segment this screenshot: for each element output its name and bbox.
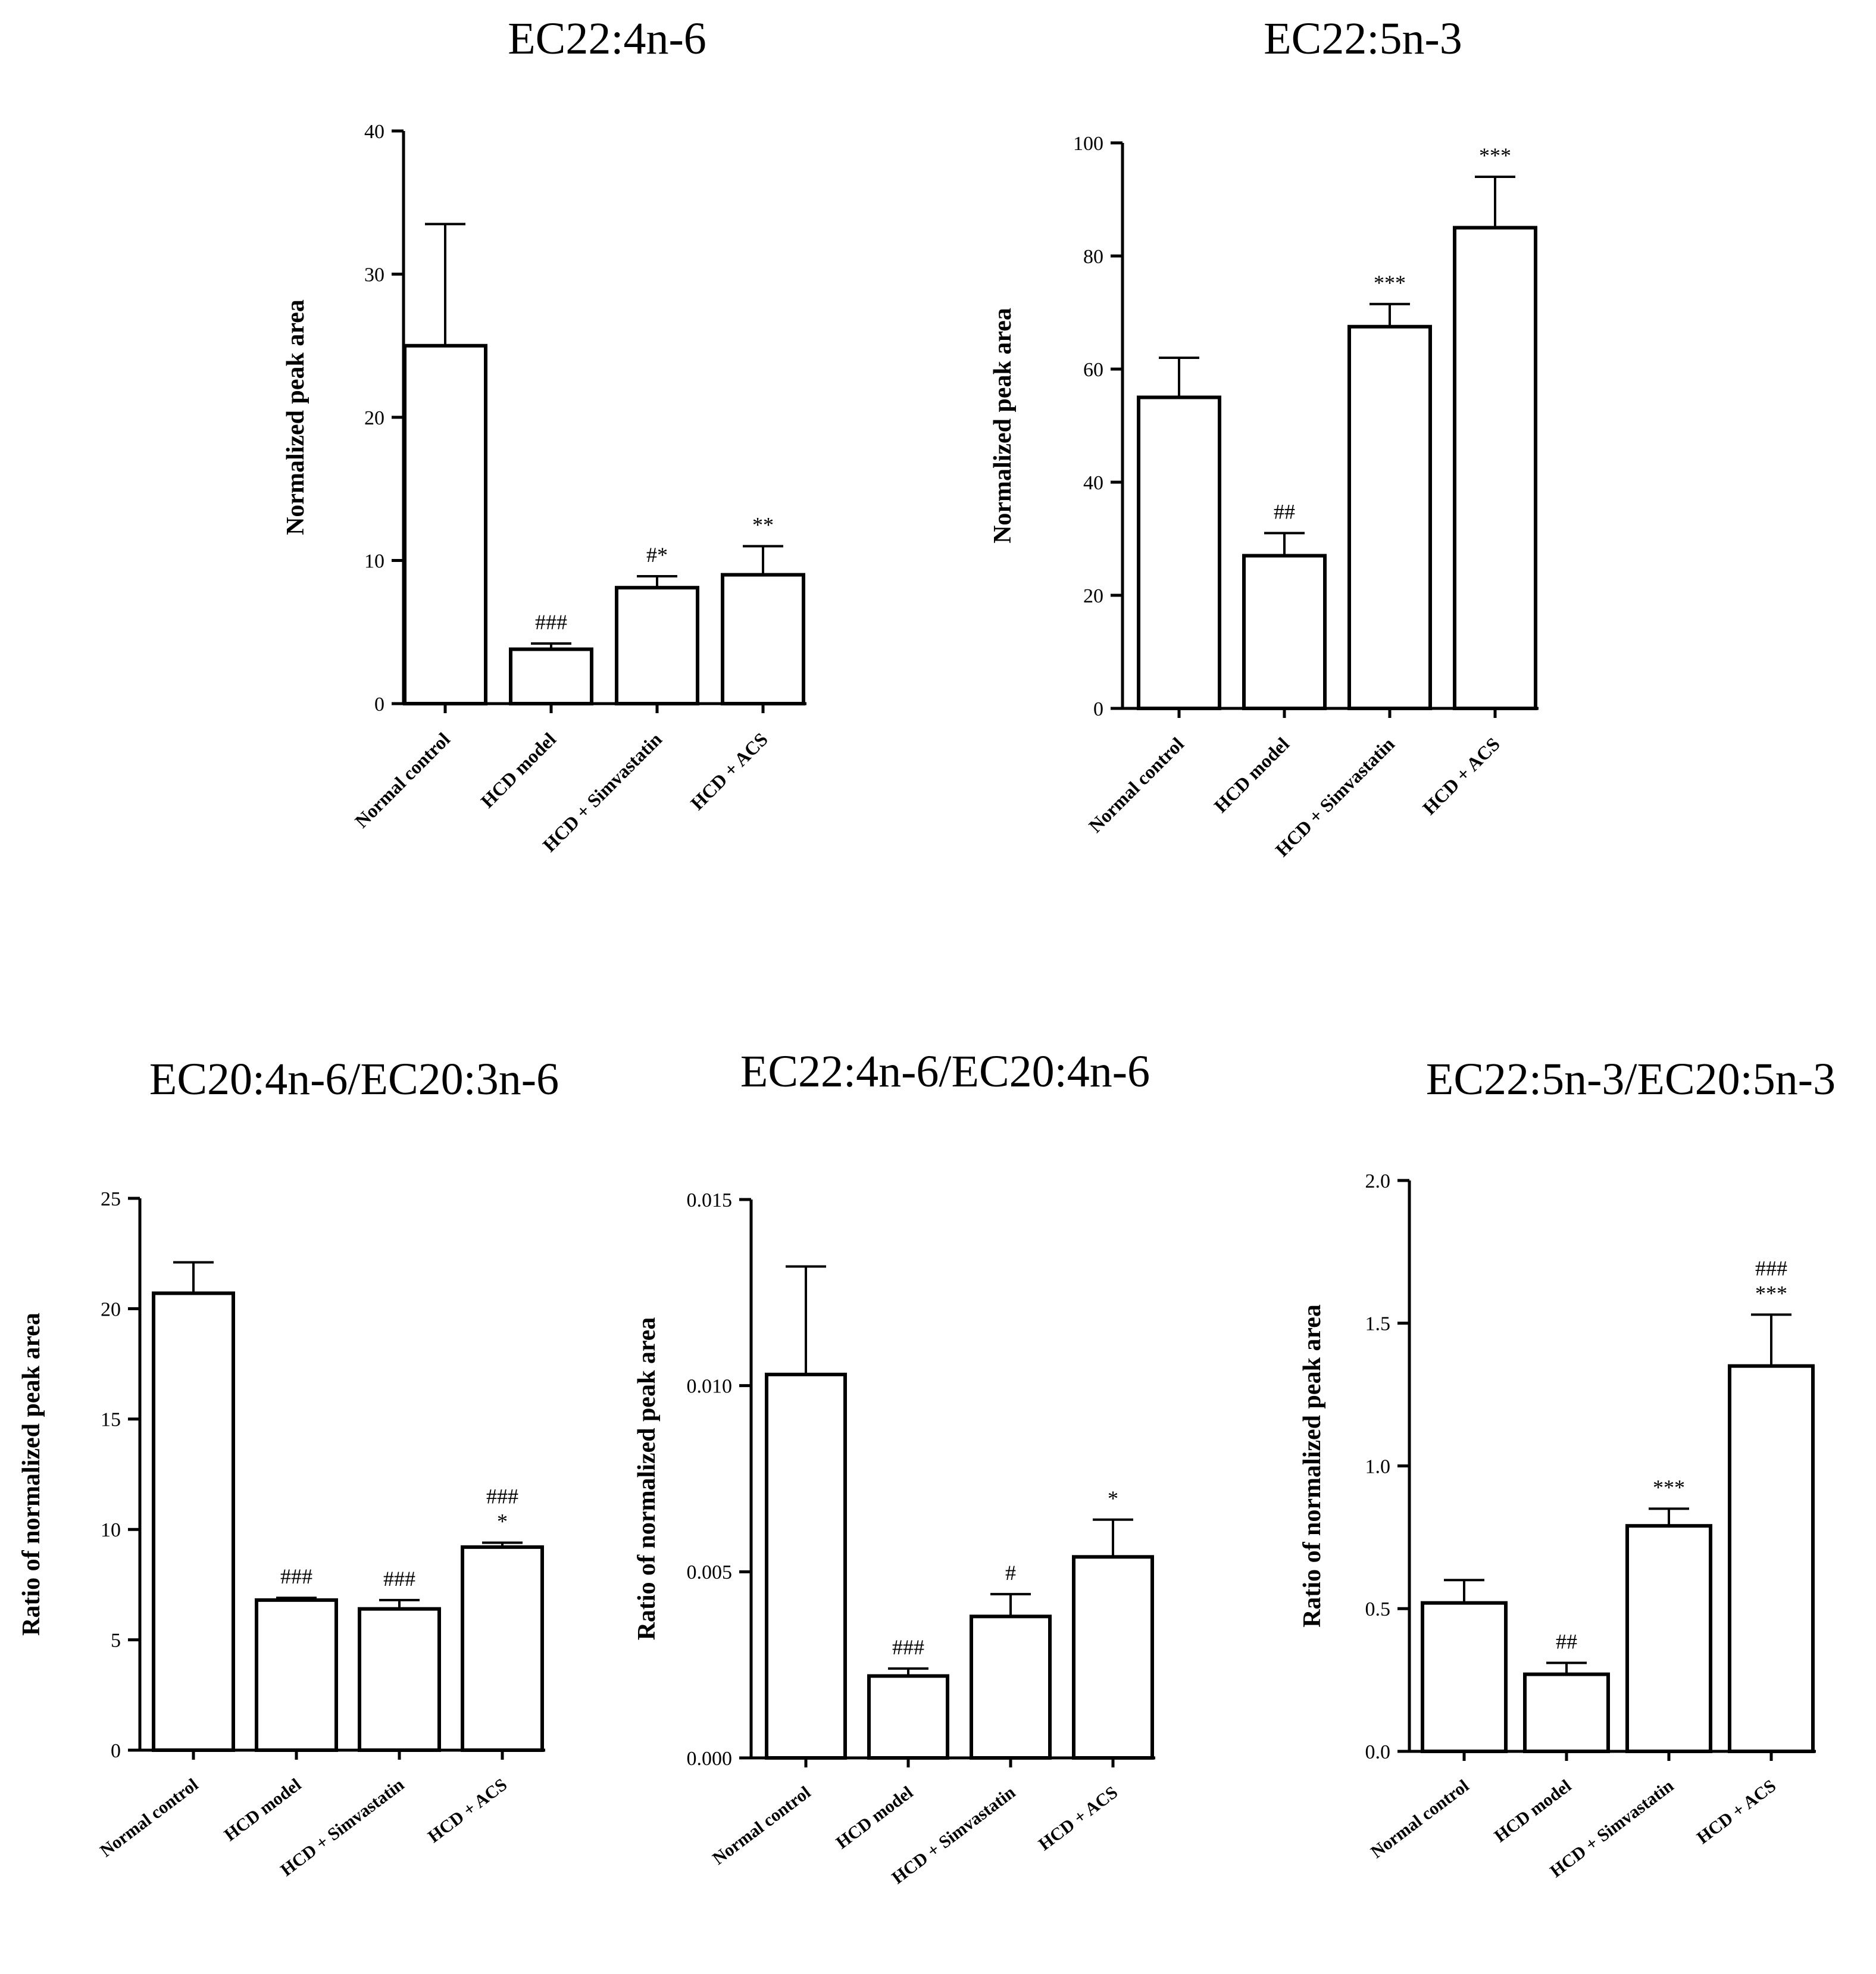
y-tick-label: 30: [364, 264, 384, 286]
significance-label: ##: [1274, 500, 1295, 524]
bar: [721, 573, 805, 705]
y-axis-label: Ratio of normalized peak area: [18, 1313, 45, 1636]
significance-label: #*: [646, 543, 668, 567]
bar: [1728, 1364, 1815, 1754]
chart-title: EC22:5n-3/EC20:5n-3: [1426, 1054, 1836, 1104]
y-tick-label: 40: [1083, 472, 1103, 494]
y-tick-label: 5: [111, 1630, 121, 1652]
bar: [1072, 1555, 1154, 1760]
y-tick-label: 0: [111, 1740, 121, 1762]
chart-title: EC22:4n-6/EC20:4n-6: [740, 1047, 1150, 1097]
chart-title: EC22:4n-6: [508, 14, 706, 64]
significance-label: ###: [280, 1564, 312, 1588]
bar: [358, 1607, 441, 1752]
bar: [255, 1598, 338, 1752]
category-label: HCD model: [833, 1782, 917, 1853]
chart-title: EC20:4n-6/EC20:3n-6: [149, 1054, 559, 1104]
bar: [1523, 1672, 1610, 1753]
y-axis-label: Normalized peak area: [989, 308, 1017, 544]
bar: [1421, 1601, 1508, 1753]
significance-label: ###: [1755, 1256, 1787, 1280]
category-label: Normal control: [1084, 733, 1188, 836]
category-label: HCD model: [221, 1775, 305, 1845]
significance-label: ###: [486, 1484, 518, 1508]
bar: [1453, 226, 1537, 710]
category-label: HCD + Simvastatin: [1271, 733, 1399, 860]
y-tick-label: 20: [364, 407, 384, 429]
y-tick-label: 100: [1073, 133, 1103, 155]
bar: [403, 343, 487, 705]
bar: [867, 1674, 949, 1760]
y-tick-label: 1.0: [1365, 1455, 1391, 1478]
y-tick-label: 0.0: [1365, 1741, 1391, 1763]
significance-label: #: [1005, 1561, 1016, 1585]
bar: [461, 1545, 544, 1752]
y-tick-label: 0.010: [687, 1376, 733, 1398]
category-label: HCD + ACS: [686, 728, 772, 814]
significance-label: ***: [1479, 143, 1511, 167]
significance-label: ##: [1556, 1629, 1577, 1653]
y-tick-label: 0.015: [687, 1189, 733, 1211]
y-tick-label: 0: [1093, 698, 1103, 720]
y-tick-label: 20: [1083, 585, 1103, 607]
significance-label: ***: [1374, 271, 1406, 295]
y-tick-label: 0.000: [687, 1748, 733, 1770]
y-tick-label: 0.005: [687, 1561, 733, 1583]
significance-label: ###: [892, 1635, 924, 1659]
y-axis-label: Ratio of normalized peak area: [633, 1317, 661, 1641]
y-tick-label: 10: [101, 1519, 121, 1541]
category-label: HCD + ACS: [1035, 1782, 1121, 1854]
category-label: HCD model: [1209, 733, 1293, 817]
y-tick-label: 20: [101, 1298, 121, 1320]
y-tick-label: 80: [1083, 246, 1103, 268]
bar: [615, 586, 699, 705]
category-label: HCD model: [476, 728, 560, 812]
bar: [1347, 324, 1432, 710]
chart-panel-3: EC20:4n-6/EC20:3n-6 Ratio of normalized p…: [18, 1054, 559, 1880]
category-label: HCD + ACS: [1693, 1776, 1780, 1848]
category-label: HCD + Simvastatin: [539, 728, 666, 855]
category-label: Normal control: [351, 728, 454, 832]
chart-panel-4: EC22:4n-6/EC20:4n-6 Ratio of normalized p…: [633, 1047, 1155, 1888]
significance-label: ###: [535, 610, 567, 634]
y-tick-label: 60: [1083, 359, 1103, 381]
significance-label: ***: [1653, 1475, 1685, 1499]
significance-label: ###: [383, 1567, 415, 1591]
bar: [970, 1614, 1052, 1760]
bar: [1242, 554, 1327, 710]
bar: [509, 647, 593, 705]
y-tick-label: 1.5: [1365, 1313, 1391, 1335]
significance-label: *: [1108, 1486, 1118, 1510]
y-tick-label: 0: [374, 694, 384, 716]
category-label: Normal control: [709, 1782, 814, 1869]
bar: [1137, 395, 1221, 710]
category-label: HCD model: [1491, 1776, 1575, 1846]
category-label: Normal control: [1367, 1776, 1472, 1862]
bar: [152, 1291, 235, 1753]
category-label: Normal control: [96, 1775, 202, 1861]
category-label: HCD + ACS: [1418, 733, 1504, 819]
chart-panel-2: EC22:5n-3 Normalized peak area 0 20 40 60 80 10…: [989, 14, 1539, 861]
significance-label: *: [497, 1509, 508, 1533]
y-tick-label: 10: [364, 550, 384, 572]
y-tick-label: 15: [101, 1409, 121, 1431]
y-axis-label: Normalized peak area: [282, 299, 309, 535]
significance-label: **: [752, 513, 774, 536]
significance-label: ***: [1755, 1281, 1787, 1305]
chart-panel-1: EC22:4n-6 Normalized peak area 0 10 20 30 40 No…: [282, 14, 806, 856]
bar: [765, 1372, 847, 1760]
y-tick-label: 40: [364, 121, 384, 143]
y-tick-label: 2.0: [1365, 1170, 1391, 1192]
category-label: HCD + ACS: [424, 1775, 511, 1847]
y-tick-label: 0.5: [1365, 1598, 1391, 1620]
chart-title: EC22:5n-3: [1264, 14, 1462, 64]
bar: [1625, 1524, 1712, 1754]
y-tick-label: 25: [101, 1188, 121, 1210]
chart-panel-5: EC22:5n-3/EC20:5n-3 Ratio of normalized p…: [1299, 1054, 1836, 1881]
y-axis-label: Ratio of normalized peak area: [1299, 1304, 1326, 1628]
